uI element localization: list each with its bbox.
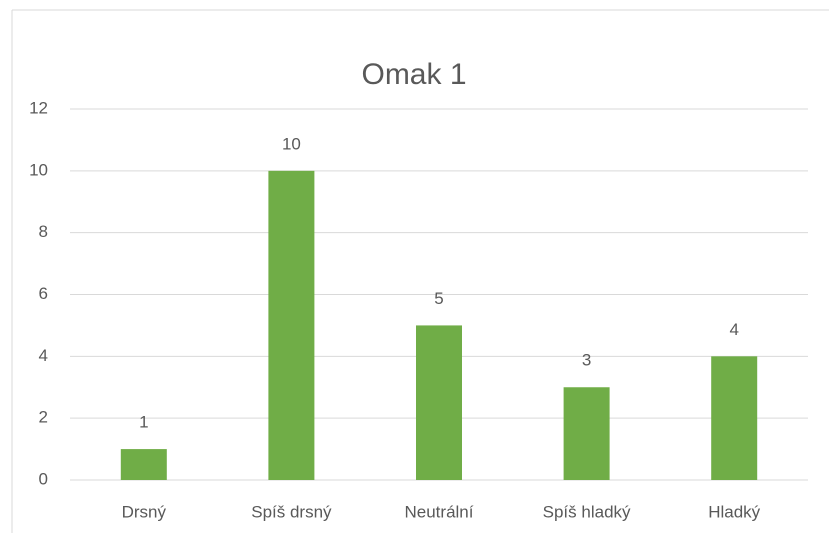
x-tick-label: Neutrální: [405, 502, 474, 521]
y-tick-label: 4: [39, 346, 48, 365]
bar: [268, 170, 315, 481]
y-tick-label: 2: [39, 408, 48, 427]
x-tick-label: Drsný: [122, 502, 167, 521]
y-tick-label: 0: [39, 469, 48, 488]
y-tick-label: 10: [29, 160, 48, 179]
y-tick-label: 6: [39, 284, 48, 303]
bar: [563, 387, 610, 480]
data-label: 1: [139, 413, 148, 432]
data-label: 5: [434, 289, 443, 308]
data-label: 3: [582, 351, 591, 370]
chart-title: Omak 1: [361, 58, 466, 91]
x-tick-label: Hladký: [708, 502, 760, 521]
bar: [120, 449, 167, 480]
bar: [711, 356, 758, 480]
x-tick-label: Spíš hladký: [543, 502, 631, 521]
y-tick-label: 12: [29, 98, 48, 117]
data-label: 4: [729, 320, 738, 339]
data-label: 10: [282, 134, 301, 153]
bar: [416, 325, 462, 480]
x-tick-label: Spíš drsný: [251, 502, 332, 521]
y-tick-label: 8: [39, 222, 48, 241]
